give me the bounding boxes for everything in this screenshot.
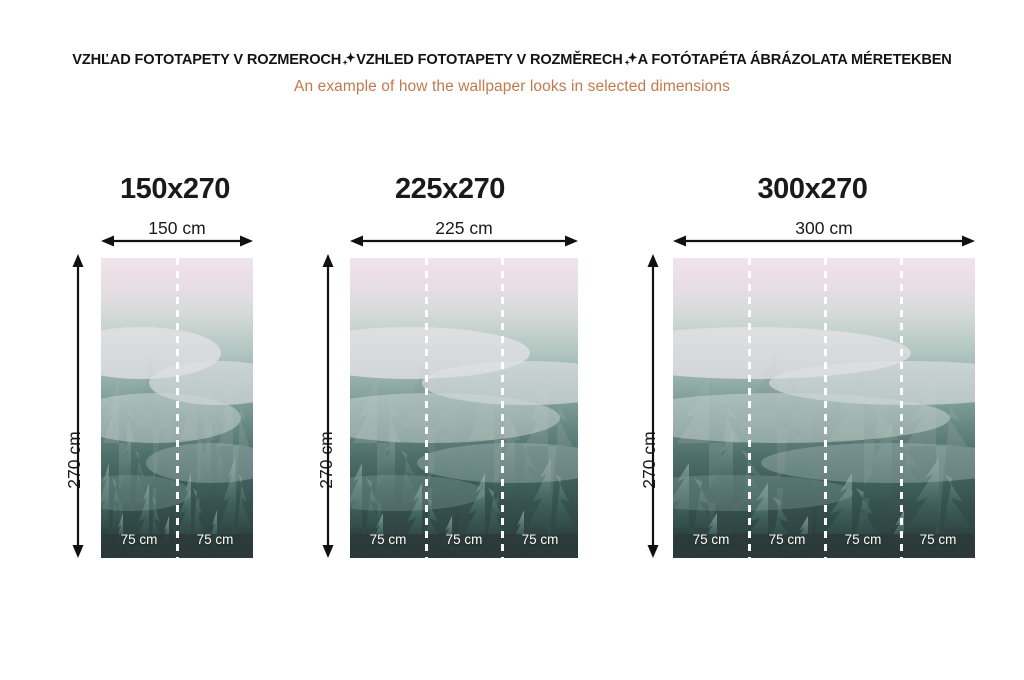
strip-label: 75 cm bbox=[521, 532, 559, 547]
width-dimension-arrow bbox=[673, 234, 975, 248]
strip-label: 75 cm bbox=[768, 532, 806, 547]
page-title: VZHĽAD FOTOTAPETY V ROZMEROCH VZHLED FOT… bbox=[0, 50, 1024, 70]
strip-label: 75 cm bbox=[919, 532, 957, 547]
width-dimension-arrow bbox=[101, 234, 253, 248]
sparkle-icon bbox=[341, 51, 356, 69]
strip-label: 75 cm bbox=[692, 532, 730, 547]
panel-seam bbox=[823, 258, 827, 558]
panel-title: 150x270 bbox=[119, 173, 231, 205]
forest-artwork bbox=[350, 258, 578, 558]
strip-label: 75 cm bbox=[844, 532, 882, 547]
panel-seam bbox=[424, 258, 428, 558]
strip-label: 75 cm bbox=[369, 532, 407, 547]
size-panel-225x270: 225x270 225 cm 270 cm bbox=[290, 160, 610, 580]
panel-seam bbox=[747, 258, 751, 558]
size-panel-300x270: 300x270 300 cm 270 cm bbox=[615, 160, 1010, 580]
sparkle-icon bbox=[623, 51, 638, 69]
width-label: 300 cm bbox=[795, 218, 853, 238]
title-segment-hu: A FOTÓTAPÉTA ÁBRÁZOLATA MÉRETEKBEN bbox=[637, 52, 952, 68]
title-segment-cs: VZHLED FOTOTAPETY V ROZMĚRECH bbox=[356, 52, 623, 68]
header: VZHĽAD FOTOTAPETY V ROZMEROCH VZHLED FOT… bbox=[0, 50, 1024, 97]
strip-label: 75 cm bbox=[196, 532, 234, 547]
wallpaper-preview: 75 cm 75 cm bbox=[101, 258, 253, 558]
width-label: 150 cm bbox=[148, 218, 206, 238]
width-dimension-arrow bbox=[350, 234, 578, 248]
width-label: 225 cm bbox=[435, 218, 493, 238]
panel-title: 225x270 bbox=[394, 173, 506, 205]
panel-seam bbox=[175, 258, 179, 558]
strip-label: 75 cm bbox=[120, 532, 158, 547]
page-subtitle: An example of how the wallpaper looks in… bbox=[294, 78, 730, 95]
wallpaper-preview: 75 cm 75 cm 75 cm bbox=[350, 258, 578, 558]
height-dimension-arrow bbox=[646, 254, 660, 558]
panel-seam bbox=[899, 258, 903, 558]
title-segment-sk: VZHĽAD FOTOTAPETY V ROZMEROCH bbox=[72, 52, 342, 68]
wallpaper-preview: 75 cm 75 cm 75 cm 75 cm bbox=[673, 258, 975, 558]
height-dimension-arrow bbox=[71, 254, 85, 558]
size-panels: 150x270 150 cm 270 cm bbox=[0, 160, 1024, 580]
panel-title: 300x270 bbox=[757, 173, 868, 205]
strip-label: 75 cm bbox=[445, 532, 483, 547]
height-dimension-arrow bbox=[321, 254, 335, 558]
panel-seam bbox=[500, 258, 504, 558]
size-panel-150x270: 150x270 150 cm 270 cm bbox=[40, 160, 290, 580]
